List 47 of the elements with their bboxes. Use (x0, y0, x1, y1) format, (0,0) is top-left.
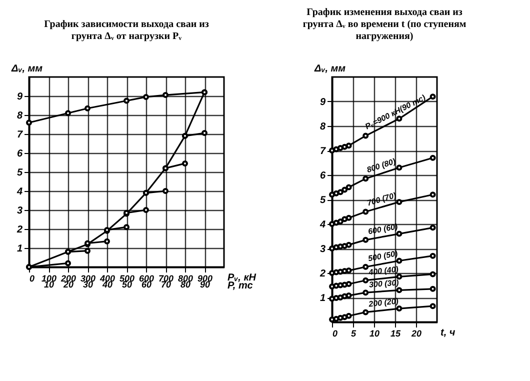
y-tick-label: 4 (16, 186, 23, 198)
x-axis-title: t, ч (440, 328, 456, 338)
x-axis-title: Pᵥ, кН (228, 272, 257, 284)
x-tick-label: 500 (119, 274, 135, 284)
x-tick-label: 200 (60, 274, 76, 284)
x-tick-label: 900 (197, 274, 213, 284)
y-tick-label: 2 (318, 268, 326, 280)
y-tick-label: 3 (320, 244, 326, 255)
y-axis-title: Δᵥ, мм (10, 64, 44, 74)
y-tick-label: 7 (320, 146, 326, 157)
y-tick-label: 7 (16, 130, 23, 140)
series-label: 300 (30) (368, 278, 400, 290)
text: 600 (60) (367, 222, 399, 236)
text: 500 (50) (367, 248, 399, 264)
x-tick-label: 10 (369, 328, 380, 338)
y-tick-label: 3 (16, 206, 23, 216)
x-tick-label: 600 (138, 274, 154, 284)
y-tick-label: 9 (320, 97, 326, 108)
text: 800 (80) (366, 156, 398, 175)
x-tick-label: 800 (178, 274, 194, 284)
y-tick-label: 5 (320, 195, 326, 206)
x-tick-label: 0 (30, 274, 35, 284)
y-axis-title: Δᵥ, мм (314, 64, 346, 74)
x-tick-label: 300 (80, 274, 96, 284)
y-tick-label: 2 (16, 224, 23, 236)
chart-title: График зависимости выхода сваи из грунта Δᵥ от нагрузки Pᵥ (44, 19, 209, 42)
y-tick-label: 1 (16, 244, 23, 254)
y-tick-label: 8 (16, 110, 23, 122)
x-tick-label: 400 (98, 274, 116, 284)
x-tick-label: 5 (350, 328, 357, 338)
text: 700 (70) (366, 190, 398, 208)
x-tick-label: 100 (41, 274, 57, 284)
text: 200 (20) (367, 296, 400, 309)
x-tick-label: 15 (390, 328, 402, 338)
y-tick-label: 9 (16, 92, 23, 102)
y-tick-label: 5 (16, 168, 23, 178)
y-tick-label: 6 (16, 148, 23, 160)
y-tick-label: 8 (320, 122, 326, 132)
x2-axis-title: P, тс (228, 280, 254, 292)
y-tick-label: 1 (320, 293, 326, 304)
y-tick-label: 6 (320, 170, 326, 182)
text: 400 (40) (367, 264, 400, 278)
x-tick-label: 20 (410, 328, 422, 338)
x-tick-label: 700 (158, 274, 174, 284)
chart-title: График изменения выхода сваи из грунта Δᵥ во времени t (по ступеням нагружения) (302, 7, 466, 42)
y-tick-label: 4 (318, 220, 326, 230)
x-tick-label: 0 (332, 328, 338, 338)
